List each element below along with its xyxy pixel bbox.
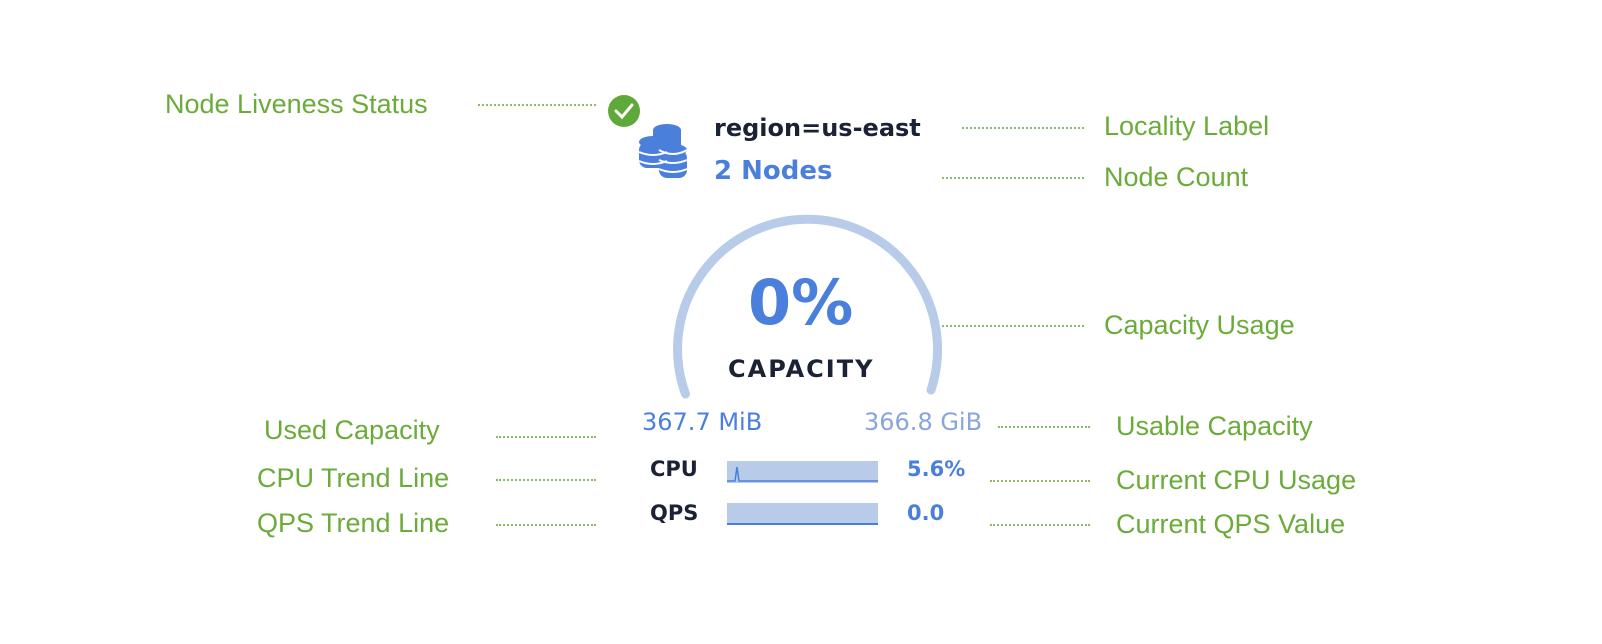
node-count[interactable]: 2 Nodes xyxy=(714,156,833,186)
leader-line xyxy=(496,479,596,481)
gauge-track xyxy=(673,214,942,399)
cpu-label: CPU xyxy=(650,457,698,481)
check-circle-icon xyxy=(608,95,640,127)
cpu-value: 5.6% xyxy=(907,457,966,481)
cpu-trend-line[interactable] xyxy=(727,461,878,483)
database-icon xyxy=(638,124,688,178)
leader-line xyxy=(990,524,1090,526)
annotation-cpu-trend: CPU Trend Line xyxy=(257,463,450,493)
annotation-node-count: Node Count xyxy=(1104,162,1249,192)
usable-capacity: 366.8 GiB xyxy=(864,408,983,436)
qps-value: 0.0 xyxy=(907,501,945,525)
capacity-label: CAPACITY xyxy=(728,355,875,383)
leader-line xyxy=(496,436,596,438)
capacity-percent: 0% xyxy=(748,266,854,339)
locality-label: region=us-east xyxy=(714,114,921,142)
annotation-qps-trend: QPS Trend Line xyxy=(257,508,450,538)
annotation-usable-capacity: Usable Capacity xyxy=(1116,411,1313,441)
leader-line xyxy=(942,177,1084,179)
annotation-used-capacity: Used Capacity xyxy=(264,415,440,445)
annotation-current-qps: Current QPS Value xyxy=(1116,509,1346,539)
qps-trend-line[interactable] xyxy=(727,503,878,525)
annotation-liveness: Node Liveness Status xyxy=(165,89,428,119)
leader-line xyxy=(478,104,596,106)
leader-line xyxy=(998,426,1090,428)
leader-line xyxy=(990,480,1090,482)
leader-line xyxy=(942,325,1084,327)
capacity-gauge xyxy=(673,214,942,399)
used-capacity: 367.7 MiB xyxy=(642,408,763,436)
qps-label: QPS xyxy=(650,501,699,525)
annotation-current-cpu: Current CPU Usage xyxy=(1116,465,1357,495)
annotation-capacity-usage: Capacity Usage xyxy=(1104,310,1295,340)
annotation-locality: Locality Label xyxy=(1104,111,1270,141)
leader-line xyxy=(962,127,1084,129)
leader-line xyxy=(496,524,596,526)
